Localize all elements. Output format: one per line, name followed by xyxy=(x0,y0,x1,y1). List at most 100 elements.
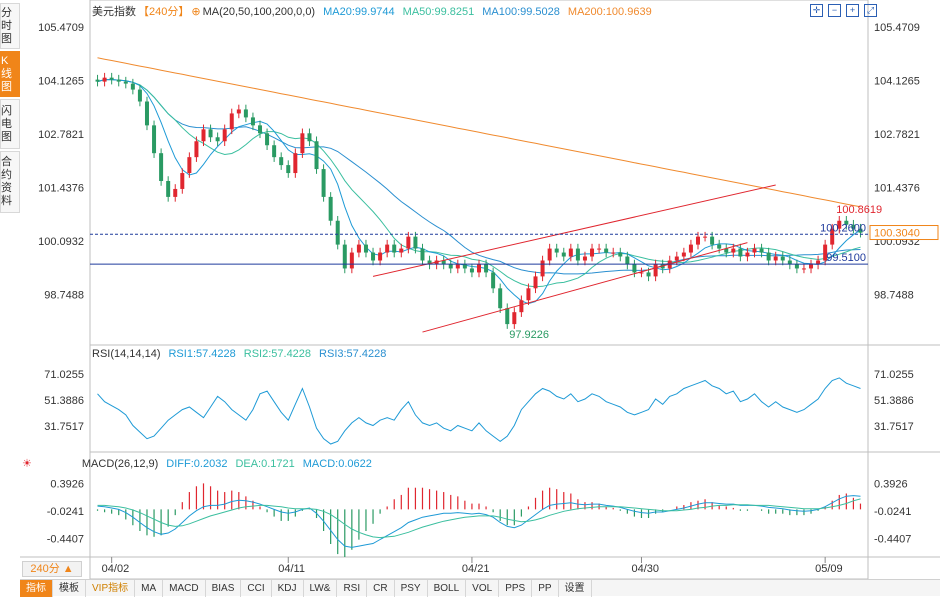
candle-body xyxy=(130,83,135,90)
ma-params: MA(20,50,100,200,0,0) xyxy=(202,6,316,18)
indicator-tab-1[interactable]: 模板 xyxy=(53,579,86,597)
candle-body xyxy=(695,236,700,245)
y-tick-right: 101.4376 xyxy=(874,182,920,194)
plot-frame xyxy=(89,0,869,580)
tab-kline[interactable]: K线图 xyxy=(0,51,20,97)
candle-body xyxy=(159,153,164,181)
candle-body xyxy=(243,109,248,118)
candle-body xyxy=(597,248,602,250)
candle-body xyxy=(378,252,383,261)
candle-body xyxy=(342,244,347,269)
indicator-tab-5[interactable]: BIAS xyxy=(206,579,242,597)
candle-body xyxy=(413,236,418,249)
candle-body xyxy=(816,260,821,265)
level-label-1: 99.5100 xyxy=(826,252,866,264)
candle-body xyxy=(582,256,587,261)
candle-body xyxy=(349,252,354,269)
indicator-tab-11[interactable]: PSY xyxy=(395,579,428,597)
rsi2-value: RSI2:57.4228 xyxy=(243,348,312,360)
candle-body xyxy=(688,244,693,253)
candle-body xyxy=(321,169,326,197)
zoom-in-icon[interactable]: + xyxy=(846,4,859,17)
macd-value: MACD:0.0622 xyxy=(302,458,372,470)
candle-body xyxy=(674,256,679,261)
candle-body xyxy=(759,248,764,253)
indicator-tab-4[interactable]: MACD xyxy=(163,579,206,597)
candle-body xyxy=(745,252,750,257)
ma50-value: MA50:99.8251 xyxy=(402,6,475,18)
indicator-tab-14[interactable]: PPS xyxy=(499,579,533,597)
candle-body xyxy=(335,220,340,245)
period-select-button[interactable]: 240分 ▲ xyxy=(22,561,82,577)
main-legend: 美元指数 【240分】 ⊕ MA(20,50,100,200,0,0) MA20:99.… xyxy=(92,3,660,19)
candle-body xyxy=(653,264,658,277)
candle-body xyxy=(533,276,538,289)
period-tag: 【240分】 xyxy=(138,6,190,18)
candle-body xyxy=(604,248,609,253)
candle-body xyxy=(229,113,234,130)
candle-body xyxy=(187,157,192,174)
dea-line xyxy=(97,498,861,539)
candle-body xyxy=(469,268,474,273)
candle-body xyxy=(780,256,785,261)
candle-body xyxy=(420,248,425,261)
indicator-tab-2[interactable]: VIP指标 xyxy=(86,579,136,597)
candle-body xyxy=(201,129,206,142)
y-tick-left: 104.1265 xyxy=(38,76,84,88)
y-tick-left: 98.7488 xyxy=(44,289,84,301)
y-tick-right: 98.7488 xyxy=(874,289,914,301)
indicator-tab-0[interactable]: 指标 xyxy=(20,579,53,597)
channel-upper-line xyxy=(372,184,776,277)
tab-flash[interactable]: 闪电图 xyxy=(0,99,20,149)
indicator-tab-12[interactable]: BOLL xyxy=(428,579,467,597)
candle-body xyxy=(455,264,460,269)
candle-body xyxy=(731,248,736,253)
candle-body xyxy=(314,141,319,170)
candle-body xyxy=(823,244,828,261)
x-tick-label: 04/21 xyxy=(462,563,490,575)
indicator-tab-6[interactable]: CCI xyxy=(241,579,272,597)
sun-icon[interactable]: ☀ xyxy=(22,458,32,470)
candle-body xyxy=(681,252,686,257)
candle-body xyxy=(625,256,630,265)
indicator-tab-9[interactable]: RSI xyxy=(337,579,368,597)
candle-body xyxy=(491,272,496,289)
candle-body xyxy=(102,77,107,82)
candle-body xyxy=(208,129,213,138)
candle-body xyxy=(356,244,361,253)
indicator-tab-13[interactable]: VOL xyxy=(466,579,500,597)
candle-body xyxy=(646,272,651,277)
indicator-tab-8[interactable]: LW& xyxy=(304,579,338,597)
diff-value: DIFF:0.2032 xyxy=(166,458,228,470)
candle-body xyxy=(703,236,708,238)
x-tick-label: 04/02 xyxy=(102,563,130,575)
candle-body xyxy=(293,153,298,174)
last-price-label: 100.3040 xyxy=(874,228,920,240)
tab-contract-info[interactable]: 合约资料 xyxy=(0,151,20,213)
candle-body xyxy=(717,244,722,249)
zoom-out-icon[interactable]: − xyxy=(828,4,841,17)
indicator-tab-3[interactable]: MA xyxy=(135,579,164,597)
candle-body xyxy=(250,117,255,126)
tab-timeshare[interactable]: 分时图 xyxy=(0,3,20,49)
indicator-tab-15[interactable]: PP xyxy=(532,579,559,597)
last-price-box xyxy=(869,225,939,241)
candle-body xyxy=(618,252,623,257)
candle-body xyxy=(787,260,792,265)
candle-body xyxy=(632,264,637,273)
candle-body xyxy=(766,252,771,261)
candle-body xyxy=(166,181,171,197)
fullscreen-icon[interactable]: ⤢ xyxy=(864,4,877,17)
settings-icon[interactable]: ⊕ xyxy=(191,6,201,18)
rsi-tick-left: 71.0255 xyxy=(44,369,84,381)
crosshair-icon[interactable]: ✛ xyxy=(810,4,823,17)
rsi-tick-left: 51.3886 xyxy=(44,395,84,407)
indicator-tab-16[interactable]: 设置 xyxy=(559,579,592,597)
macd-legend: ☀ MACD(26,12,9) DIFF:0.2032 DEA:0.1721 MACD:… xyxy=(22,457,380,470)
candle-body xyxy=(363,244,368,253)
indicator-tab-10[interactable]: CR xyxy=(367,579,395,597)
rsi-tick-right: 51.3886 xyxy=(874,395,914,407)
indicator-tab-7[interactable]: KDJ xyxy=(272,579,304,597)
candle-body xyxy=(399,248,404,253)
